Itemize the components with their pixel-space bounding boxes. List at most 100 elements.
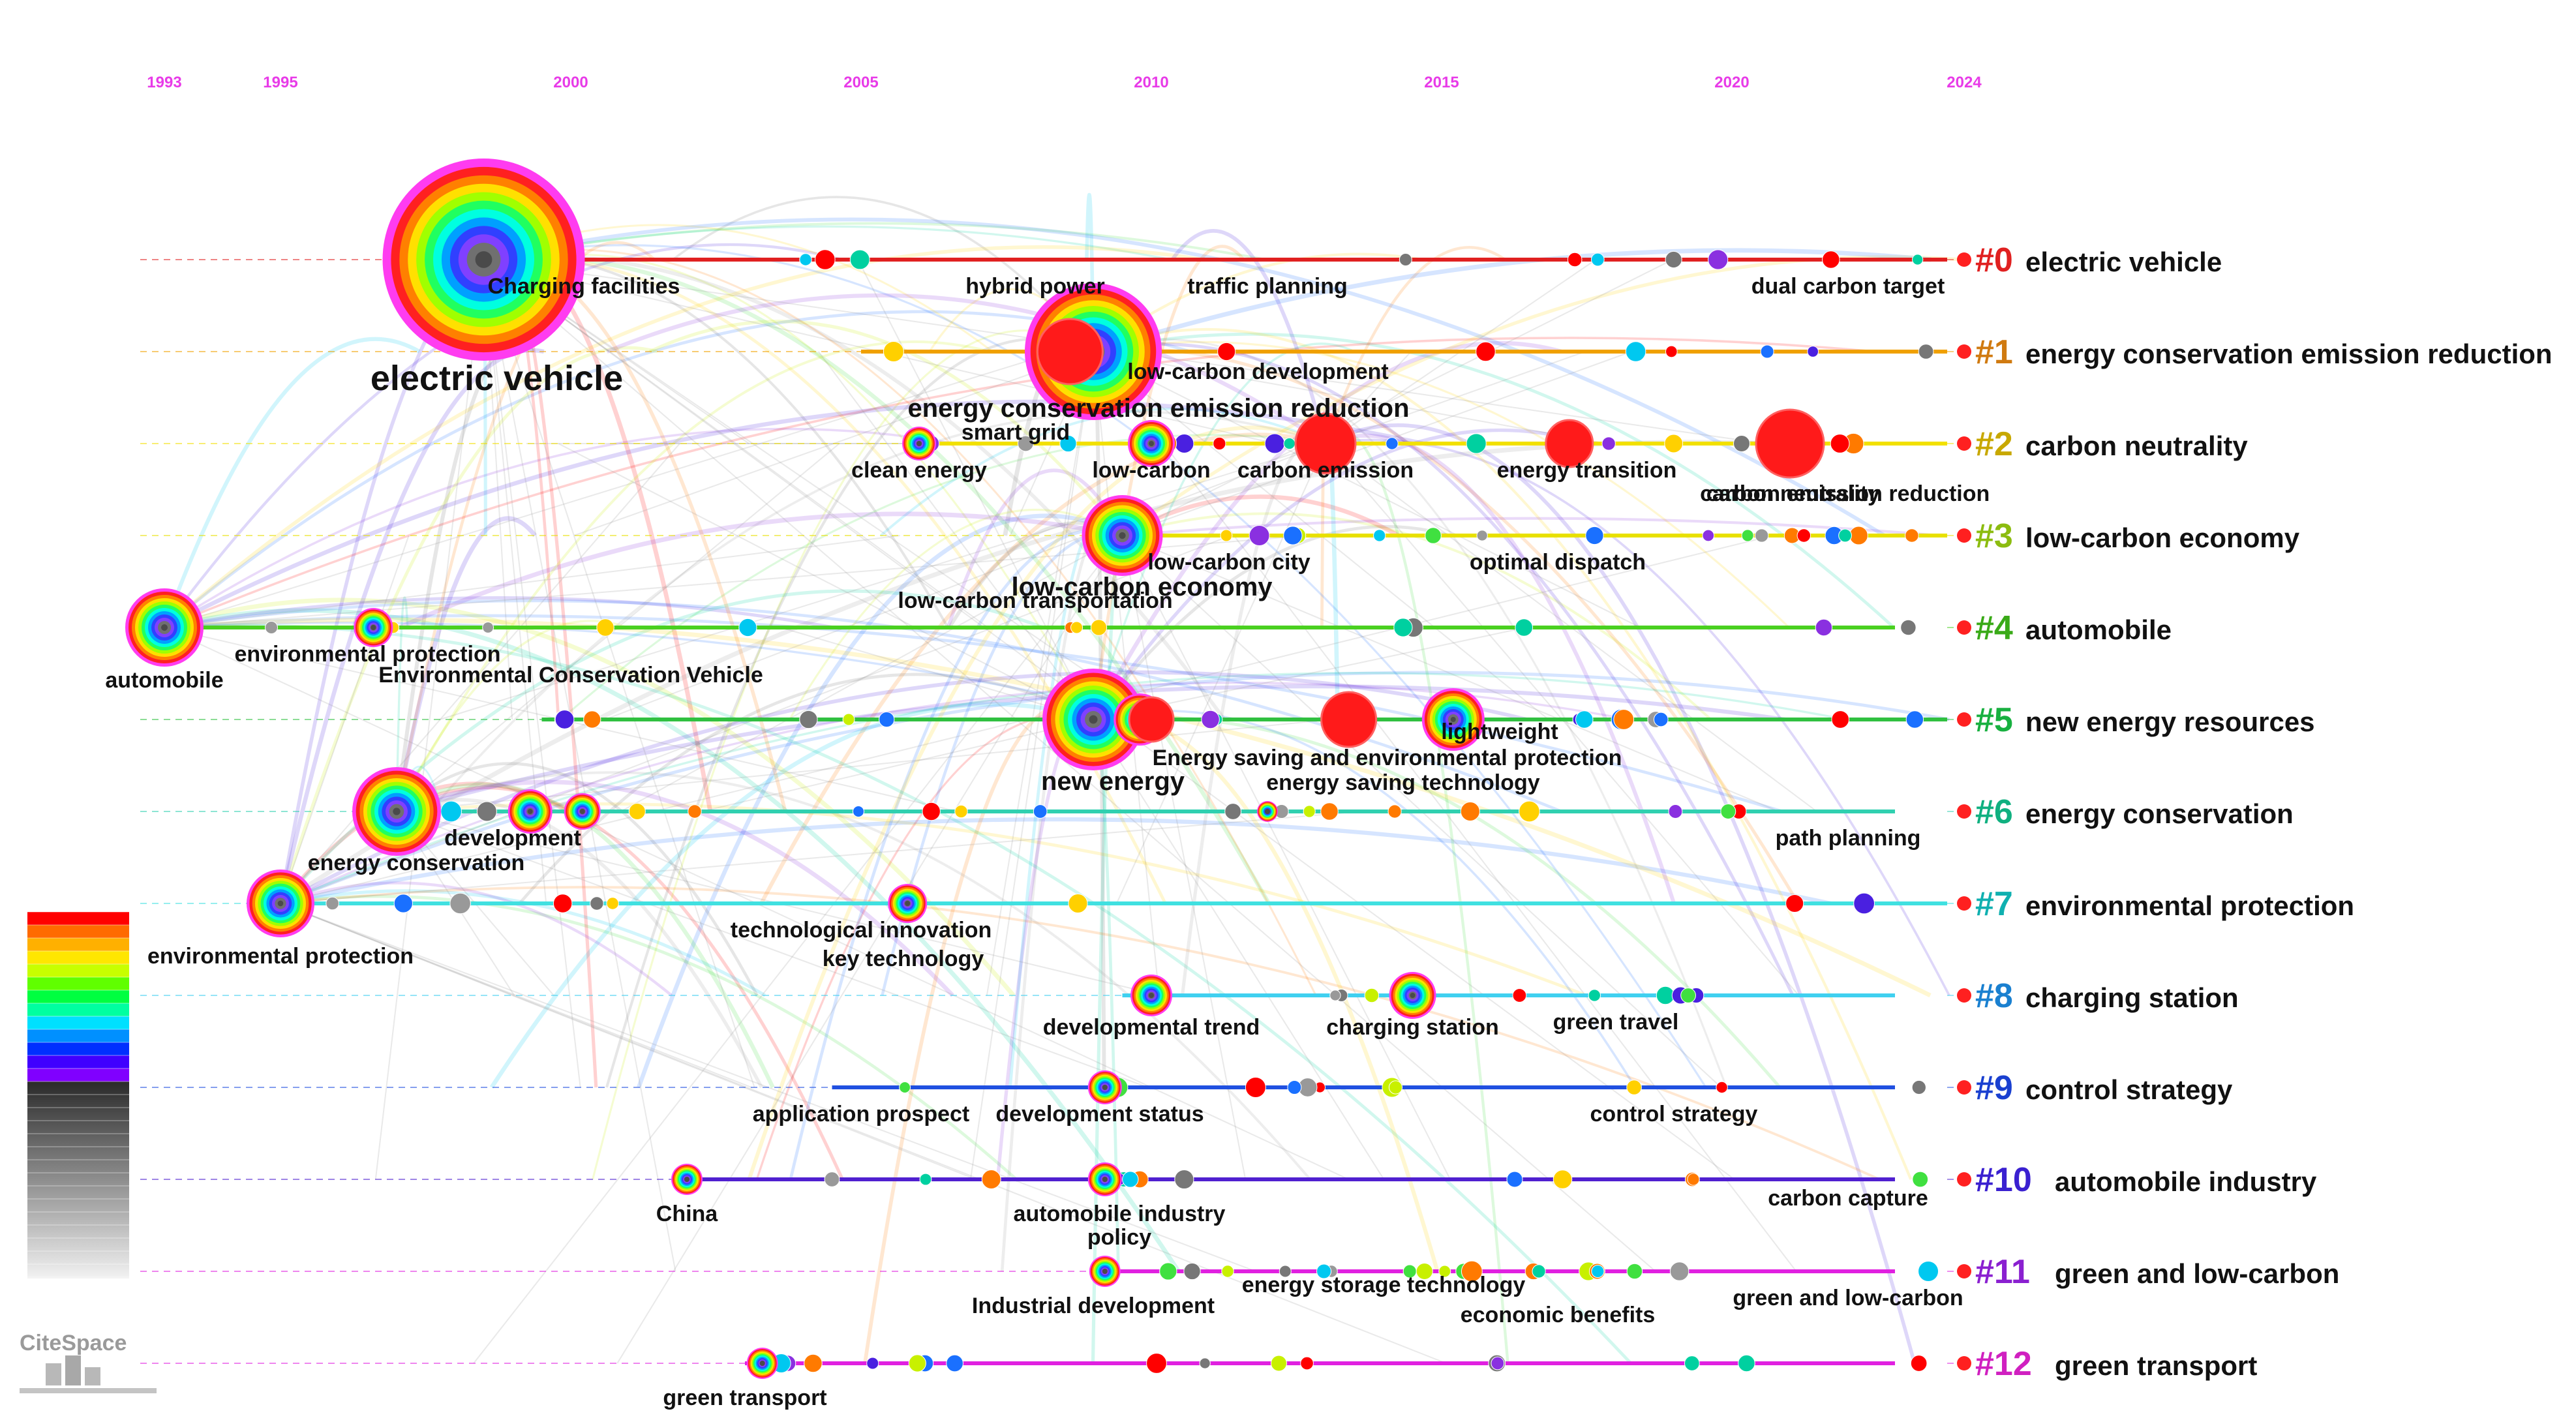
keyword-dot[interactable] bbox=[1388, 1080, 1403, 1095]
keyword-dot[interactable] bbox=[553, 894, 573, 913]
keyword-dot[interactable] bbox=[326, 896, 339, 911]
keyword-dot[interactable] bbox=[1720, 804, 1736, 819]
keyword-dot[interactable] bbox=[1957, 804, 1971, 819]
keyword-dot[interactable] bbox=[1283, 526, 1303, 545]
keyword-node[interactable] bbox=[1130, 975, 1172, 1016]
keyword-dot[interactable] bbox=[1957, 344, 1971, 359]
keyword-dot[interactable] bbox=[1910, 1355, 1928, 1372]
keyword-dot[interactable] bbox=[1626, 1263, 1643, 1280]
keyword-dot[interactable] bbox=[1461, 1260, 1483, 1282]
keyword-dot[interactable] bbox=[1911, 1080, 1926, 1095]
keyword-node[interactable] bbox=[564, 793, 601, 830]
keyword-dot[interactable] bbox=[1320, 802, 1339, 821]
keyword-dot[interactable] bbox=[1664, 434, 1684, 453]
keyword-dot[interactable] bbox=[1918, 1261, 1939, 1282]
keyword-dot[interactable] bbox=[815, 249, 836, 270]
keyword-dot[interactable] bbox=[1957, 436, 1971, 451]
keyword-dot[interactable] bbox=[1476, 530, 1488, 541]
keyword-dot[interactable] bbox=[738, 618, 757, 637]
keyword-dot[interactable] bbox=[1059, 434, 1077, 453]
keyword-dot[interactable] bbox=[449, 892, 471, 915]
keyword-dot[interactable] bbox=[1754, 528, 1769, 543]
keyword-dot[interactable] bbox=[1567, 252, 1583, 267]
keyword-dot[interactable] bbox=[1957, 712, 1971, 727]
keyword-node[interactable] bbox=[247, 870, 314, 937]
keyword-node-burst[interactable] bbox=[1036, 318, 1104, 386]
keyword-dot[interactable] bbox=[1174, 434, 1194, 453]
keyword-dot[interactable] bbox=[1588, 989, 1601, 1002]
keyword-dot[interactable] bbox=[866, 1357, 879, 1370]
keyword-dot[interactable] bbox=[1199, 1357, 1211, 1369]
keyword-node-burst[interactable] bbox=[1294, 412, 1357, 475]
keyword-dot[interactable] bbox=[265, 621, 279, 634]
keyword-dot[interactable] bbox=[1912, 254, 1924, 265]
keyword-dot[interactable] bbox=[981, 1170, 1001, 1189]
keyword-dot[interactable] bbox=[954, 804, 968, 819]
keyword-node[interactable] bbox=[1042, 669, 1144, 770]
keyword-dot[interactable] bbox=[1853, 892, 1875, 915]
keyword-node[interactable] bbox=[1082, 495, 1163, 576]
keyword-node-burst[interactable] bbox=[1755, 408, 1825, 479]
keyword-dot[interactable] bbox=[1393, 618, 1413, 637]
keyword-dot[interactable] bbox=[1213, 436, 1226, 451]
keyword-dot[interactable] bbox=[554, 710, 575, 729]
keyword-dot[interactable] bbox=[1716, 1081, 1728, 1094]
keyword-dot[interactable] bbox=[1626, 1080, 1642, 1095]
keyword-node[interactable] bbox=[746, 1348, 778, 1379]
keyword-dot[interactable] bbox=[1466, 433, 1487, 454]
keyword-dot[interactable] bbox=[1249, 525, 1270, 546]
keyword-node-burst[interactable] bbox=[1545, 419, 1594, 468]
keyword-dot[interactable] bbox=[1217, 342, 1236, 361]
keyword-dot[interactable] bbox=[1912, 1171, 1929, 1188]
keyword-dot[interactable] bbox=[1090, 619, 1108, 636]
keyword-dot[interactable] bbox=[1515, 618, 1534, 637]
keyword-dot[interactable] bbox=[1033, 804, 1048, 819]
keyword-dot[interactable] bbox=[1815, 618, 1833, 637]
keyword-dot[interactable] bbox=[1785, 894, 1804, 913]
keyword-dot[interactable] bbox=[1279, 1265, 1292, 1278]
keyword-dot[interactable] bbox=[1838, 528, 1852, 543]
keyword-dot[interactable] bbox=[1733, 435, 1750, 452]
keyword-dot[interactable] bbox=[824, 1172, 840, 1187]
keyword-dot[interactable] bbox=[1476, 341, 1496, 362]
keyword-dot[interactable] bbox=[1270, 1355, 1287, 1372]
keyword-dot[interactable] bbox=[849, 249, 870, 270]
keyword-dot[interactable] bbox=[1201, 710, 1220, 729]
keyword-dot[interactable] bbox=[482, 622, 494, 633]
keyword-dot[interactable] bbox=[1425, 527, 1442, 544]
keyword-node[interactable] bbox=[352, 767, 441, 856]
keyword-dot[interactable] bbox=[1625, 341, 1646, 362]
keyword-dot[interactable] bbox=[1264, 433, 1285, 454]
keyword-dot[interactable] bbox=[1068, 893, 1088, 914]
keyword-dot[interactable] bbox=[1905, 710, 1924, 729]
keyword-dot[interactable] bbox=[1591, 1264, 1605, 1278]
keyword-dot[interactable] bbox=[1146, 1353, 1167, 1374]
keyword-dot[interactable] bbox=[1708, 249, 1729, 270]
keyword-dot[interactable] bbox=[1329, 990, 1341, 1001]
keyword-dot[interactable] bbox=[1387, 804, 1402, 819]
keyword-dot[interactable] bbox=[804, 1354, 823, 1373]
keyword-dot[interactable] bbox=[596, 618, 614, 637]
keyword-dot[interactable] bbox=[1303, 805, 1316, 818]
keyword-dot[interactable] bbox=[1416, 1262, 1433, 1280]
keyword-dot[interactable] bbox=[1283, 437, 1296, 450]
keyword-dot[interactable] bbox=[1373, 529, 1386, 542]
keyword-dot[interactable] bbox=[1957, 896, 1971, 911]
keyword-dot[interactable] bbox=[919, 1173, 932, 1186]
keyword-node[interactable] bbox=[382, 159, 585, 361]
keyword-dot[interactable] bbox=[1796, 528, 1811, 543]
keyword-dot[interactable] bbox=[1491, 1356, 1505, 1370]
keyword-dot[interactable] bbox=[1122, 1171, 1139, 1188]
keyword-node[interactable] bbox=[125, 588, 204, 667]
keyword-dot[interactable] bbox=[1957, 1080, 1971, 1095]
keyword-dot[interactable] bbox=[440, 800, 462, 823]
keyword-dot[interactable] bbox=[922, 802, 941, 821]
keyword-node-burst[interactable] bbox=[1128, 696, 1175, 743]
keyword-dot[interactable] bbox=[1665, 250, 1682, 269]
keyword-dot[interactable] bbox=[1017, 435, 1034, 452]
keyword-dot[interactable] bbox=[1687, 1173, 1700, 1186]
keyword-node[interactable] bbox=[1389, 972, 1436, 1019]
keyword-node-burst[interactable] bbox=[1320, 691, 1378, 748]
keyword-dot[interactable] bbox=[476, 801, 497, 822]
keyword-dot[interactable] bbox=[799, 710, 818, 729]
